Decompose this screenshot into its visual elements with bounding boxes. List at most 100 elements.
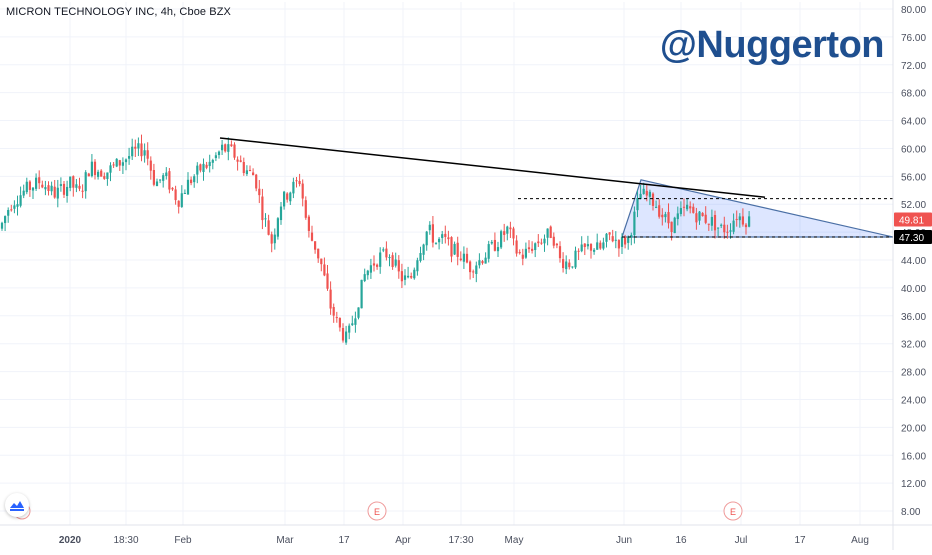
candle [469, 260, 472, 280]
candle-body [723, 224, 726, 233]
candle-body [518, 252, 521, 254]
trendline[interactable] [219, 137, 766, 198]
candle-body [345, 331, 348, 343]
candle [710, 209, 713, 231]
candle [527, 240, 531, 253]
candle-body [124, 159, 128, 163]
candle [10, 204, 13, 212]
candle [239, 155, 242, 163]
candle-body [193, 176, 196, 183]
y-tick-label: 32.00 [901, 340, 926, 351]
candle-body [385, 248, 388, 258]
candle [146, 142, 149, 166]
candle [524, 242, 527, 259]
candle [140, 134, 143, 162]
candle-body [298, 180, 301, 185]
y-tick-label: 56.00 [901, 172, 926, 183]
x-tick-label: 18:30 [113, 535, 138, 546]
triangle-pattern[interactable] [621, 179, 894, 238]
candle-body [391, 255, 394, 268]
price-axis[interactable]: 80.00 76.00 72.00 68.00 64.00 60.00 56.00 52.00… [892, 0, 926, 550]
candle-body [332, 307, 335, 316]
candle-body [438, 238, 441, 243]
candle [217, 150, 221, 159]
candle [351, 315, 354, 326]
candle [295, 176, 298, 188]
candle [369, 258, 372, 279]
candle [565, 255, 568, 275]
candle [738, 213, 741, 228]
candle-body [732, 220, 735, 232]
candle [407, 266, 410, 279]
candle [276, 217, 279, 240]
candle [394, 252, 397, 268]
candle [193, 174, 196, 188]
y-tick-label: 40.00 [901, 284, 926, 295]
candle-body [555, 243, 558, 246]
candle [667, 203, 670, 229]
drawing-line-layer[interactable] [219, 137, 893, 238]
candle [190, 176, 193, 186]
y-tick-label: 16.00 [901, 451, 926, 462]
candle [444, 225, 447, 244]
candle-body [16, 204, 19, 207]
candle-body [738, 216, 741, 221]
candle-body [283, 191, 286, 207]
candle [490, 239, 493, 245]
candle-body [549, 226, 552, 238]
candle [196, 162, 199, 184]
candle [658, 199, 661, 219]
candle-body [0, 222, 4, 229]
candle-body [717, 227, 720, 229]
candle [512, 226, 515, 246]
candle-body [720, 224, 723, 226]
candle [205, 161, 208, 170]
candle-body [397, 260, 400, 272]
candle [90, 154, 93, 178]
candle-body [521, 254, 524, 259]
candle-body [620, 236, 624, 247]
candle [245, 165, 248, 177]
candle-body [416, 260, 419, 272]
candle-body [304, 200, 307, 218]
candle [493, 232, 496, 252]
candle [121, 157, 124, 174]
candle [713, 210, 717, 239]
candle [372, 255, 376, 272]
candle-body [221, 144, 224, 151]
candle [118, 159, 121, 171]
candle-body [289, 192, 292, 202]
earnings-marker-icon[interactable]: E [367, 501, 387, 521]
candle-body [503, 231, 506, 235]
candle-body [450, 237, 453, 257]
candle [438, 237, 441, 250]
candle-body [279, 206, 283, 221]
candle-body [190, 179, 193, 184]
candle-body [270, 234, 273, 244]
candle [735, 210, 738, 227]
candle-body [713, 214, 717, 231]
earnings-marker-icon[interactable]: E [723, 501, 743, 521]
candle [651, 192, 655, 211]
candle [307, 214, 310, 238]
candle [317, 248, 320, 263]
candle [456, 236, 459, 266]
candle-body [335, 317, 338, 319]
candle-body [596, 242, 599, 250]
candle-body [224, 144, 227, 152]
candle-body [171, 187, 174, 190]
candle [357, 307, 360, 320]
x-tick-label: Feb [174, 535, 192, 546]
tradingview-logo-icon[interactable] [5, 493, 29, 517]
candle-body [106, 172, 109, 179]
candle [602, 237, 605, 251]
candle-body [320, 258, 323, 265]
candle-body [658, 205, 661, 217]
candle-body [75, 184, 78, 188]
candle [447, 230, 450, 246]
time-axis[interactable]: 2020 18:30 Feb Mar 17 Apr 17:30 May Jun 16 Jul 17 Au… [0, 524, 932, 546]
candle-body [360, 279, 363, 309]
candle [574, 246, 577, 270]
